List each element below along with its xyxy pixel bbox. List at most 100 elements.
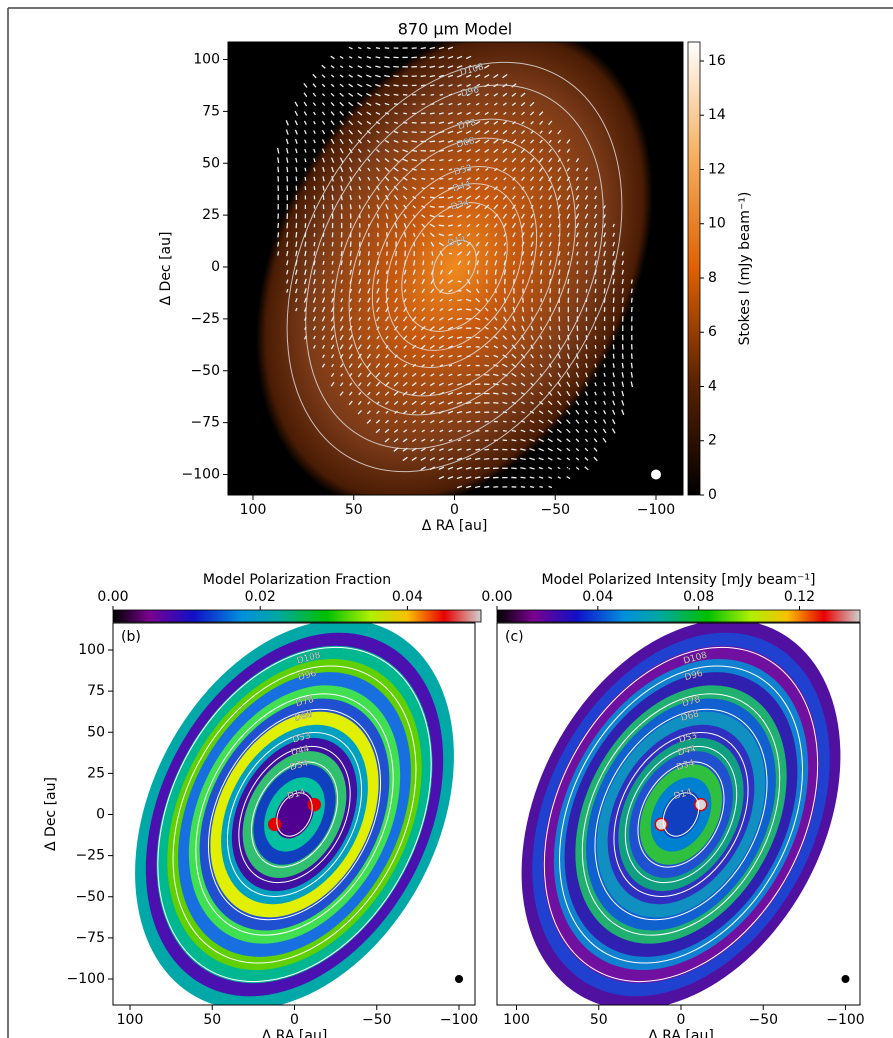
polarization-vector xyxy=(457,111,462,115)
x-tick-label: 100 xyxy=(240,502,267,518)
polarization-vector xyxy=(358,176,362,181)
polarization-vector xyxy=(439,177,444,180)
polarization-vector xyxy=(304,148,307,153)
polarization-vector xyxy=(484,158,489,162)
polarization-vector xyxy=(484,120,490,125)
x-tick-label: 50 xyxy=(203,1012,221,1028)
polarization-vector xyxy=(438,457,445,461)
polarization-vector xyxy=(313,335,316,340)
polarization-vector xyxy=(612,363,615,369)
axes-frame xyxy=(227,41,684,496)
polarization-vector xyxy=(349,250,352,257)
polarization-vector xyxy=(366,102,372,106)
polarization-vector xyxy=(411,438,417,443)
polarization-vector xyxy=(548,130,553,135)
polarization-vector xyxy=(304,241,307,247)
polarization-vector xyxy=(475,250,480,257)
polarization-vector xyxy=(511,92,517,97)
polarization-vector xyxy=(557,149,561,153)
polarization-vector xyxy=(429,46,436,50)
polarization-vector xyxy=(321,148,326,154)
polarization-vector xyxy=(277,157,280,164)
polarization-vector xyxy=(474,401,481,404)
polarization-vector xyxy=(558,269,561,275)
ring-label: D78 xyxy=(295,695,316,709)
polarization-vector xyxy=(538,447,544,452)
polarization-vector xyxy=(484,74,490,79)
polarization-vector xyxy=(321,297,326,304)
polarization-vector xyxy=(456,308,463,311)
polarization-vector xyxy=(548,232,552,238)
polarization-vector xyxy=(484,336,489,339)
polarization-vector xyxy=(330,102,335,107)
polarization-vector xyxy=(286,279,289,284)
polarization-vector xyxy=(475,307,481,312)
polarization-vector xyxy=(439,429,444,433)
polarization-vector xyxy=(630,353,633,360)
polarization-vector xyxy=(575,409,580,415)
polarization-vector xyxy=(475,411,481,414)
polarization-vector xyxy=(502,186,507,191)
polarization-vector xyxy=(358,391,362,396)
polarization-vector xyxy=(412,354,416,358)
polarization-vector xyxy=(393,93,399,96)
polarization-vector xyxy=(465,130,472,134)
polarization-vector xyxy=(502,213,508,219)
y-tick-label: −50 xyxy=(75,889,105,905)
polarization-vector xyxy=(438,466,445,471)
polarization-vector xyxy=(585,186,588,191)
polarization-vector xyxy=(286,269,289,275)
ring-label: D96 xyxy=(684,669,705,683)
polarization-vector xyxy=(502,401,508,405)
polarization-vector xyxy=(393,316,399,322)
polarization-vector xyxy=(403,289,407,293)
polarization-vector xyxy=(584,195,589,200)
polarization-vector xyxy=(448,354,453,358)
polarization-vector xyxy=(602,428,607,434)
polarization-vector xyxy=(457,439,462,442)
polarization-vector xyxy=(340,203,343,210)
ring-label: D96 xyxy=(297,669,318,683)
polarization-vector xyxy=(339,316,344,322)
polarization-vector xyxy=(538,410,544,415)
polarization-vector xyxy=(331,185,334,191)
polarization-vector xyxy=(358,317,362,321)
polarization-vector xyxy=(376,194,380,200)
polarization-vector xyxy=(421,307,426,312)
polarization-vector xyxy=(566,139,571,144)
polarization-vector xyxy=(502,204,508,210)
polarization-vector xyxy=(385,204,389,210)
polarization-vector xyxy=(375,65,381,69)
polarization-vector xyxy=(547,466,553,470)
ring-label: D78 xyxy=(681,695,702,709)
polarization-vector xyxy=(395,250,397,257)
polarization-vector xyxy=(295,250,298,257)
polarization-vector xyxy=(594,382,597,387)
polarization-vector xyxy=(411,456,417,461)
polarization-vector xyxy=(367,204,370,209)
polarization-vector xyxy=(566,204,571,210)
polarization-vector xyxy=(447,65,454,69)
polarization-vector xyxy=(557,176,562,182)
polarization-vector xyxy=(286,289,289,293)
polarization-vector xyxy=(603,391,606,396)
polarization-vector xyxy=(348,129,354,135)
polarization-vector xyxy=(384,372,390,378)
polarization-vector xyxy=(457,429,462,433)
polarization-vector xyxy=(366,410,371,415)
y-axis-label: Δ Dec [au] xyxy=(158,232,174,306)
x-tick-label: 100 xyxy=(503,1012,530,1028)
polarization-vector xyxy=(420,335,426,340)
polarization-vector xyxy=(376,306,380,313)
polarization-vector xyxy=(430,93,435,96)
polarization-vector xyxy=(375,428,381,434)
polarization-vector xyxy=(493,74,499,79)
polarization-vector xyxy=(376,260,379,265)
polarization-vector xyxy=(576,288,579,294)
polarization-vector xyxy=(394,279,398,284)
polarization-vector xyxy=(429,232,435,238)
polarization-vector xyxy=(530,325,534,331)
polarization-vector xyxy=(603,400,607,406)
polarization-vector xyxy=(548,485,553,489)
